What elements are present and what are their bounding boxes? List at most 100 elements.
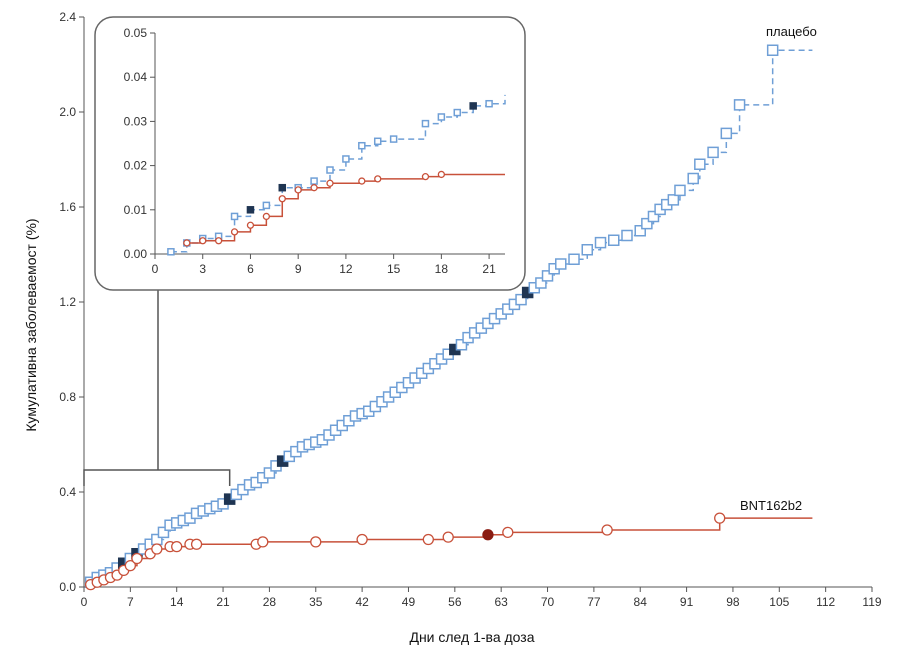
y-tick-label: 1.6 [59, 200, 76, 214]
inset-bnt162b2-marker [421, 172, 430, 181]
inset-placebo-marker [437, 113, 446, 121]
inset-placebo-marker [278, 183, 287, 192]
series-label-placebo: плацебо [766, 24, 817, 39]
x-tick-label: 63 [494, 595, 508, 609]
placebo-marker [535, 277, 547, 289]
inset-bnt162b2-marker [374, 175, 382, 183]
placebo-marker [555, 258, 567, 270]
placebo-marker [455, 339, 468, 351]
inset-bnt162b2-marker [214, 237, 223, 245]
inset-y-tick-label: 0.05 [124, 26, 148, 40]
y-tick-label: 0.4 [59, 485, 76, 499]
inset-placebo-marker [373, 137, 382, 146]
placebo-marker [687, 172, 699, 185]
bnt162b2-marker [442, 531, 454, 543]
inset-x-tick-label: 9 [295, 262, 302, 276]
y-tick-label: 2.4 [59, 10, 76, 24]
inset-placebo-marker [262, 201, 271, 210]
bnt162b2-marker [601, 524, 613, 536]
y-axis-title: Кумулативна заболеваемост (%) [23, 218, 39, 431]
inset-placebo-marker [342, 155, 350, 163]
placebo-marker [541, 270, 554, 282]
bnt162b2-marker [151, 543, 163, 555]
bnt162b2-marker [502, 526, 514, 539]
x-tick-label: 0 [81, 595, 88, 609]
inset-y-tick-label: 0.01 [124, 203, 148, 217]
x-tick-label: 70 [541, 595, 555, 609]
inset-placebo-marker [485, 99, 493, 108]
inset-y-tick-label: 0.03 [124, 114, 148, 128]
x-tick-label: 98 [726, 595, 740, 609]
y-tick-label: 0.8 [59, 390, 76, 404]
inset-placebo-marker [389, 135, 398, 143]
x-tick-label: 42 [355, 595, 369, 609]
y-tick-label: 0.0 [59, 580, 76, 594]
zoom-bracket [83, 469, 231, 486]
inset-bnt162b2-marker [437, 170, 446, 179]
placebo-marker [733, 99, 746, 111]
inset-x-tick-label: 3 [199, 262, 206, 276]
bnt162b2-marker [310, 536, 322, 548]
placebo-marker [607, 234, 620, 246]
inset-box [94, 16, 526, 291]
y-tick-label: 1.2 [59, 295, 76, 309]
x-tick-label: 35 [309, 595, 323, 609]
inset-bnt162b2-marker [246, 221, 255, 229]
inset-placebo-marker [167, 248, 175, 256]
inset-x-tick-label: 15 [387, 262, 401, 276]
x-tick-label: 56 [448, 595, 462, 609]
x-tick-label: 112 [816, 595, 835, 609]
inset-placebo-marker [246, 206, 255, 214]
x-tick-label: 7 [127, 595, 134, 609]
bnt162b2-marker [131, 552, 143, 565]
inset-x-tick-label: 6 [247, 262, 254, 276]
bnt162b2-marker [482, 529, 494, 541]
placebo-marker [581, 244, 594, 256]
x-tick-label: 119 [862, 595, 881, 609]
bnt162b2-marker [422, 533, 434, 546]
placebo-marker [263, 467, 276, 479]
inset-x-tick-label: 12 [339, 262, 353, 276]
inset-placebo-marker [358, 141, 366, 150]
inset-bnt162b2-marker [262, 212, 271, 221]
placebo-marker [157, 526, 170, 539]
x-tick-label: 105 [769, 595, 789, 609]
x-tick-label: 28 [263, 595, 277, 609]
inset-bnt162b2-marker [199, 237, 207, 245]
inset-y-tick-label: 0.02 [124, 159, 148, 173]
x-axis-title: Дни след 1-ва доза [409, 629, 534, 645]
x-tick-label: 84 [634, 595, 648, 609]
inset-bnt162b2-marker [278, 195, 286, 203]
placebo-marker [667, 194, 680, 206]
bnt162b2-marker [124, 559, 137, 572]
inset-y-tick-label: 0.00 [124, 247, 148, 261]
inset-bnt162b2-marker [294, 186, 302, 194]
placebo-marker [707, 146, 719, 159]
bnt162b2-marker [356, 533, 368, 546]
inset-bnt162b2-marker [358, 177, 366, 185]
inset-x-tick-label: 0 [152, 262, 159, 276]
bnt162b2-line [90, 517, 813, 586]
placebo-marker [641, 217, 653, 230]
placebo-marker [647, 210, 660, 223]
placebo-marker [594, 236, 607, 249]
x-tick-label: 49 [402, 595, 416, 609]
placebo-marker [674, 184, 686, 197]
inset-bnt162b2-marker [183, 239, 191, 247]
inset-bnt162b2-marker [310, 184, 318, 192]
inset-placebo-marker [230, 212, 239, 221]
x-tick-label: 21 [216, 595, 230, 609]
bnt162b2-marker [171, 540, 183, 553]
placebo-marker [694, 158, 706, 170]
bnt162b2-marker [714, 512, 726, 524]
inset-placebo-marker [421, 119, 430, 128]
inset-bnt162b2-marker [326, 179, 334, 187]
placebo-marker [568, 253, 580, 265]
inset-x-tick-label: 21 [482, 262, 496, 276]
inset-bnt162b2-marker [230, 228, 239, 236]
inset-y-tick-label: 0.04 [124, 70, 148, 84]
x-tick-label: 91 [680, 595, 694, 609]
x-tick-label: 14 [170, 595, 184, 609]
inset-x-tick-label: 18 [435, 262, 449, 276]
